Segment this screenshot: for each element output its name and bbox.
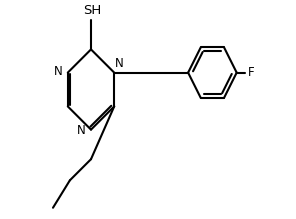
Text: N: N [54,65,62,78]
Text: SH: SH [83,4,101,17]
Text: N: N [77,124,86,137]
Text: N: N [115,57,124,70]
Text: F: F [248,66,254,79]
